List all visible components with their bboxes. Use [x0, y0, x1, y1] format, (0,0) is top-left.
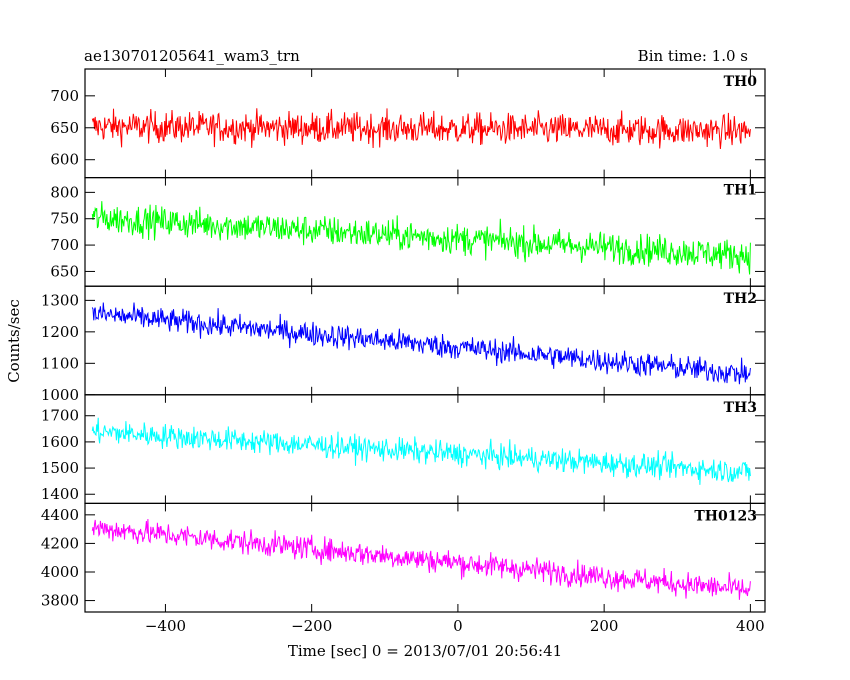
y-tick-label: 650 [50, 119, 79, 137]
y-tick-label: 1500 [41, 459, 79, 477]
series-label-th1: TH1 [724, 183, 757, 199]
series-label-th0: TH0 [724, 74, 758, 90]
series-line-th0 [91, 108, 751, 150]
x-tick-label: −200 [291, 617, 332, 635]
y-tick-label: 1600 [41, 433, 79, 451]
y-tick-label: 4200 [41, 534, 79, 552]
y-tick-label: 1700 [41, 407, 79, 425]
chart-title: ae130701205641_wam3_trn [84, 47, 300, 65]
y-tick-label: 700 [50, 236, 79, 254]
x-tick-label: 0 [453, 617, 463, 635]
y-tick-label: 1400 [41, 485, 79, 503]
x-axis-label: Time [sec] 0 = 2013/07/01 20:56:41 [288, 642, 562, 660]
panel-frame [84, 502, 766, 613]
y-tick-label: 700 [50, 87, 79, 105]
y-tick-label: 1300 [41, 291, 79, 309]
series-line-th1 [91, 201, 751, 275]
series-line-th2 [91, 302, 751, 385]
y-tick-label: 600 [50, 151, 79, 169]
y-tick-label: 1000 [41, 386, 79, 404]
y-tick-label: 4000 [41, 563, 79, 581]
panel-th1: 650 700 750 800 TH1 [50, 177, 766, 287]
series-label-th3: TH3 [724, 400, 757, 416]
x-tick-label: 400 [736, 617, 765, 635]
y-tick-label: 800 [50, 183, 79, 201]
y-tick-label: 4400 [41, 506, 79, 524]
y-tick-label: 1200 [41, 323, 79, 341]
y-tick-label: 650 [50, 262, 79, 280]
y-axis-label: Counts/sec [5, 299, 23, 383]
series-label-th2: TH2 [724, 291, 757, 307]
panel-frame [84, 285, 766, 396]
panel-th0: 600 650 700 TH0 [50, 68, 766, 179]
y-tick-label: 3800 [41, 592, 79, 610]
series-label-th0123: TH0123 [694, 508, 757, 524]
panel-th0123: 3800 4000 4200 4400 TH0123 [41, 502, 766, 613]
y-tick-label: 750 [50, 210, 79, 228]
x-tick-label: −400 [145, 617, 186, 635]
series-line-th0123 [91, 518, 751, 600]
x-tick-label: 200 [590, 617, 619, 635]
panel-th3: 1400 1500 1600 1700 TH3 [41, 394, 766, 504]
x-axis: −400 −200 0 200 400 [145, 617, 765, 635]
y-tick-label: 1100 [41, 354, 79, 372]
bin-time-label: Bin time: 1.0 s [638, 47, 748, 65]
panel-th2: 1000 1100 1200 1300 TH2 [41, 285, 766, 404]
series-line-th3 [91, 417, 751, 485]
